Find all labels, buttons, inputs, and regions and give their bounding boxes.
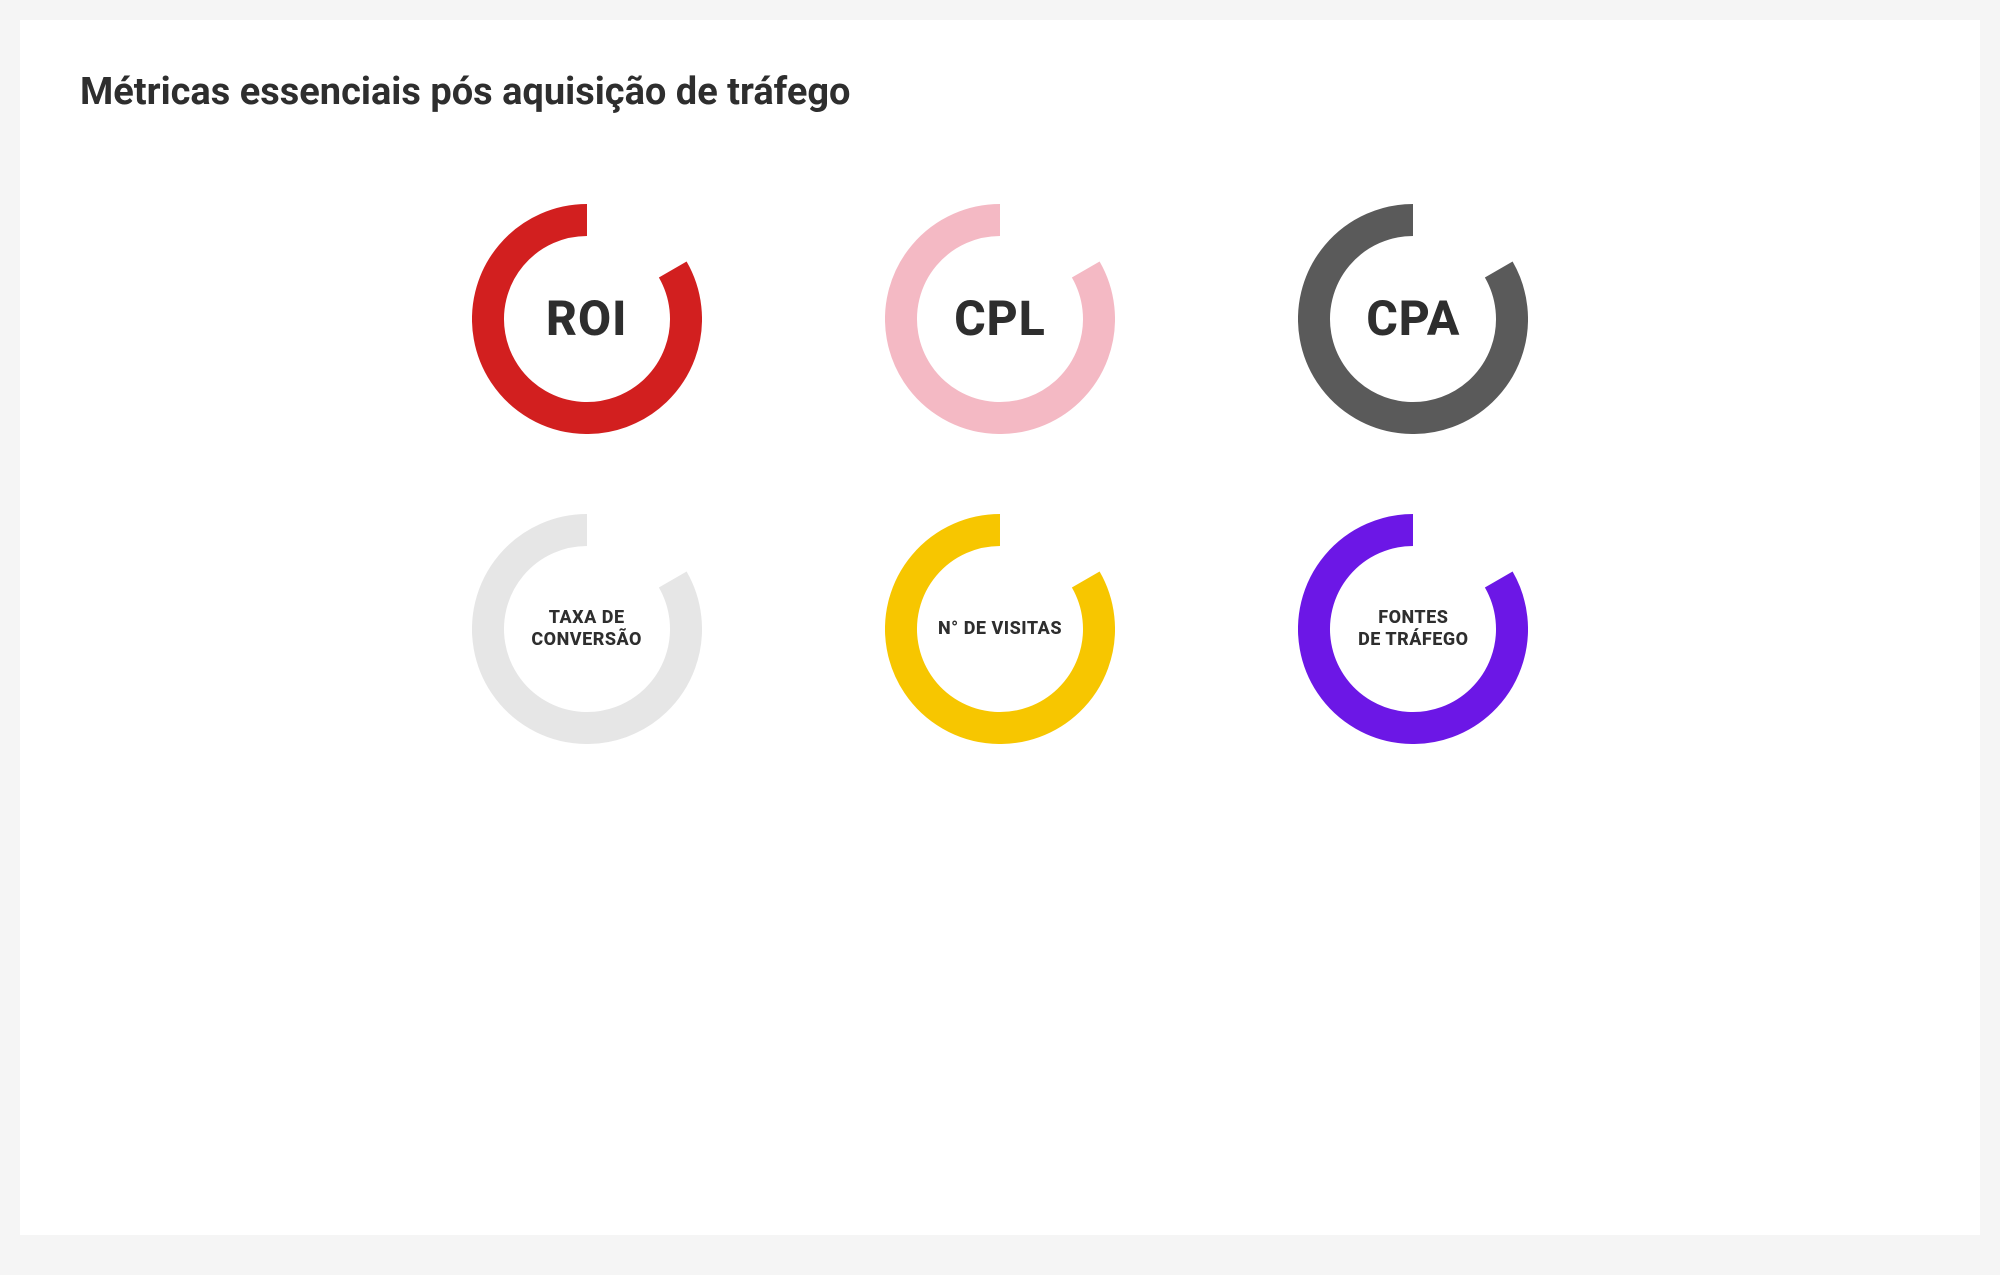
metric-label: CPA	[1346, 289, 1480, 349]
metric-sources: FONTES DE TRÁFEGO	[1298, 514, 1528, 744]
metric-conversion: TAXA DE CONVERSÃO	[472, 514, 702, 744]
page-title: Métricas essenciais pós aquisição de trá…	[80, 70, 1920, 114]
infographic-card: Métricas essenciais pós aquisição de trá…	[20, 20, 1980, 1235]
metric-label: CPL	[934, 289, 1066, 349]
metrics-grid: ROI CPL CPA TAXA DE CONVERSÃO N° DE VISI	[400, 204, 1600, 744]
metric-label: FONTES DE TRÁFEGO	[1338, 607, 1488, 652]
metric-roi: ROI	[472, 204, 702, 434]
metric-label: ROI	[526, 289, 647, 349]
metric-visits: N° DE VISITAS	[885, 514, 1115, 744]
metric-label: N° DE VISITAS	[918, 618, 1082, 641]
metric-cpa: CPA	[1298, 204, 1528, 434]
metric-cpl: CPL	[885, 204, 1115, 434]
metric-label: TAXA DE CONVERSÃO	[511, 607, 662, 652]
